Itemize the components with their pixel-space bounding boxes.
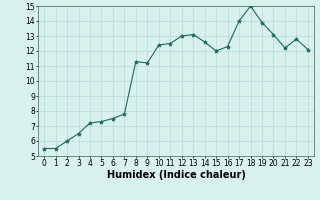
X-axis label: Humidex (Indice chaleur): Humidex (Indice chaleur) xyxy=(107,170,245,180)
